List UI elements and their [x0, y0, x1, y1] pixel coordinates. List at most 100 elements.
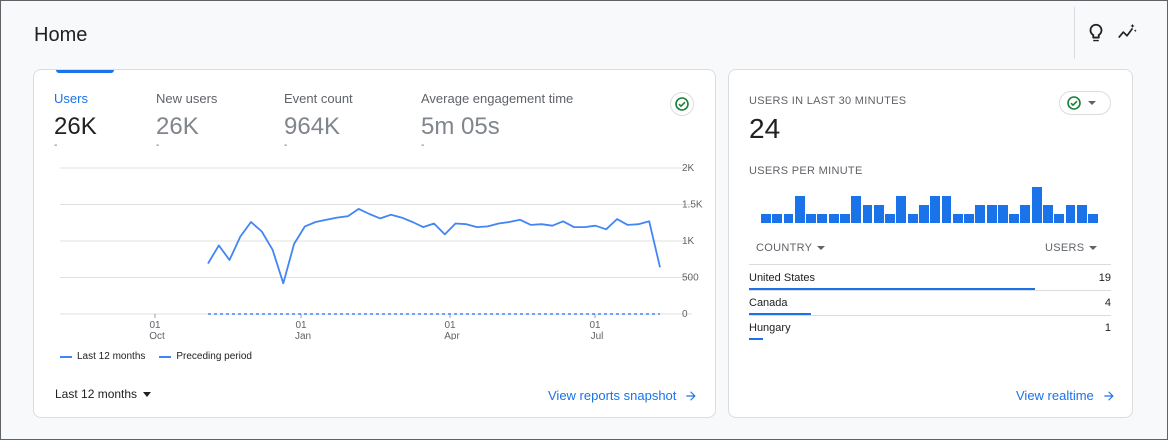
date-range-dropdown[interactable]: Last 12 months [55, 387, 152, 401]
users-per-minute-label: USERS PER MINUTE [749, 165, 863, 177]
link-label: View reports snapshot [548, 388, 677, 403]
date-range-label: Last 12 months [55, 387, 138, 401]
table-row[interactable]: Canada 4 [749, 290, 1111, 316]
minute-bar[interactable] [997, 205, 1008, 223]
realtime-check-dropdown[interactable] [1059, 91, 1111, 115]
metric-event-count[interactable]: Event count 964K - [284, 91, 353, 151]
x-tick-day: 01 [295, 320, 307, 331]
country-users: 19 [1098, 272, 1111, 284]
y-tick-label: 2K [682, 163, 695, 174]
chart-legend: Last 12 months Preceding period [60, 351, 252, 362]
minute-bar[interactable] [851, 196, 862, 223]
metric-delta: - [156, 140, 160, 151]
minute-bar[interactable] [975, 205, 986, 223]
minute-bar[interactable] [783, 214, 794, 223]
metric-label: Event count [284, 91, 353, 106]
view-reports-snapshot-link[interactable]: View reports snapshot [548, 388, 698, 403]
row-divider [749, 290, 1111, 291]
metric-avg-engagement[interactable]: Average engagement time 5m 05s - [421, 91, 573, 151]
check-circle-icon [1067, 96, 1081, 110]
table-row[interactable]: United States 19 [749, 265, 1111, 291]
minute-bar[interactable] [1031, 187, 1042, 223]
minute-bar[interactable] [794, 196, 805, 223]
legend-current-label: Last 12 months [77, 351, 146, 362]
caret-down-icon [1088, 101, 1096, 105]
x-tick-day: 01 [444, 320, 456, 331]
minute-bar[interactable] [952, 214, 963, 223]
minute-bar[interactable] [1076, 205, 1087, 223]
x-tick-month: Jul [591, 331, 604, 340]
minute-bar[interactable] [772, 214, 783, 223]
table-row[interactable]: Hungary 1 [749, 315, 1111, 340]
minute-bar[interactable] [1020, 205, 1031, 223]
view-realtime-link[interactable]: View realtime [1016, 388, 1116, 403]
metric-value: 26K [156, 113, 199, 140]
metric-new-users[interactable]: New users 26K - [156, 91, 217, 151]
x-tick-day: 01 [149, 320, 161, 331]
metric-label: Average engagement time [421, 91, 574, 106]
minute-bar[interactable] [761, 214, 771, 223]
x-tick-month: Jan [295, 331, 311, 340]
metric-users[interactable]: Users 26K - [54, 91, 97, 151]
share-bar [749, 288, 1035, 290]
minute-bar[interactable] [862, 205, 873, 223]
active-metric-indicator [56, 70, 114, 73]
legend-current: Last 12 months [60, 351, 145, 362]
minute-bar[interactable] [839, 214, 850, 223]
minute-bar[interactable] [941, 196, 952, 223]
minute-bar[interactable] [896, 196, 907, 223]
check-circle-icon [675, 97, 689, 111]
minute-bar[interactable] [986, 205, 997, 223]
sort-caret-icon [817, 246, 826, 250]
metric-delta: - [421, 140, 425, 151]
y-tick-label: 0 [682, 309, 688, 320]
country-name: United States [749, 272, 816, 284]
metric-value: 26K [54, 113, 97, 140]
minute-bar[interactable] [930, 196, 941, 223]
x-tick-day: 01 [589, 320, 601, 331]
realtime-title: USERS IN LAST 30 MINUTES [749, 95, 907, 107]
sort-caret-icon [1089, 246, 1098, 250]
metric-label: Users [54, 91, 88, 106]
legend-solid-swatch [60, 355, 72, 358]
legend-previous: Preceding period [159, 351, 252, 362]
metric-value: 5m 05s [421, 113, 500, 140]
minute-bar[interactable] [873, 205, 884, 223]
x-tick-month: Oct [149, 331, 165, 340]
minute-bar[interactable] [918, 205, 929, 223]
x-tick-month: Apr [444, 331, 460, 340]
overview-card: Users 26K - New users 26K - Event count … [33, 69, 716, 418]
minute-bar[interactable] [885, 214, 895, 223]
country-name: Hungary [749, 322, 791, 334]
lightbulb-icon[interactable] [1085, 22, 1107, 44]
minute-bar[interactable] [964, 214, 974, 223]
minute-bar[interactable] [806, 214, 817, 223]
users-column-header[interactable]: USERS [1045, 242, 1098, 254]
metric-value: 964K [284, 113, 341, 140]
page-header: Home [1, 1, 1167, 69]
minute-bar[interactable] [817, 214, 828, 223]
minute-bar[interactable] [1065, 205, 1076, 223]
share-bar [749, 338, 764, 340]
link-label: View realtime [1016, 388, 1094, 403]
data-quality-check-button[interactable] [670, 92, 694, 116]
insights-icon[interactable] [1116, 22, 1138, 44]
users-header-label: USERS [1045, 242, 1085, 254]
minute-bar[interactable] [1054, 214, 1065, 223]
arrow-right-icon [1104, 390, 1114, 401]
minute-bar[interactable] [1043, 205, 1053, 223]
minute-bar[interactable] [1088, 214, 1099, 223]
arrow-right-icon [686, 390, 697, 401]
table-header-divider [749, 264, 1111, 265]
country-column-header[interactable]: COUNTRY [756, 242, 826, 254]
page-title: Home [34, 24, 88, 46]
y-tick-label: 1.5K [682, 200, 703, 211]
country-users: 1 [1104, 322, 1111, 334]
minute-bar[interactable] [907, 214, 918, 223]
minute-bar[interactable] [1009, 214, 1020, 223]
realtime-card: USERS IN LAST 30 MINUTES 24 USERS PER MI… [728, 69, 1133, 418]
header-divider [1074, 7, 1075, 59]
country-users: 4 [1104, 297, 1111, 309]
minute-bar[interactable] [828, 214, 839, 223]
